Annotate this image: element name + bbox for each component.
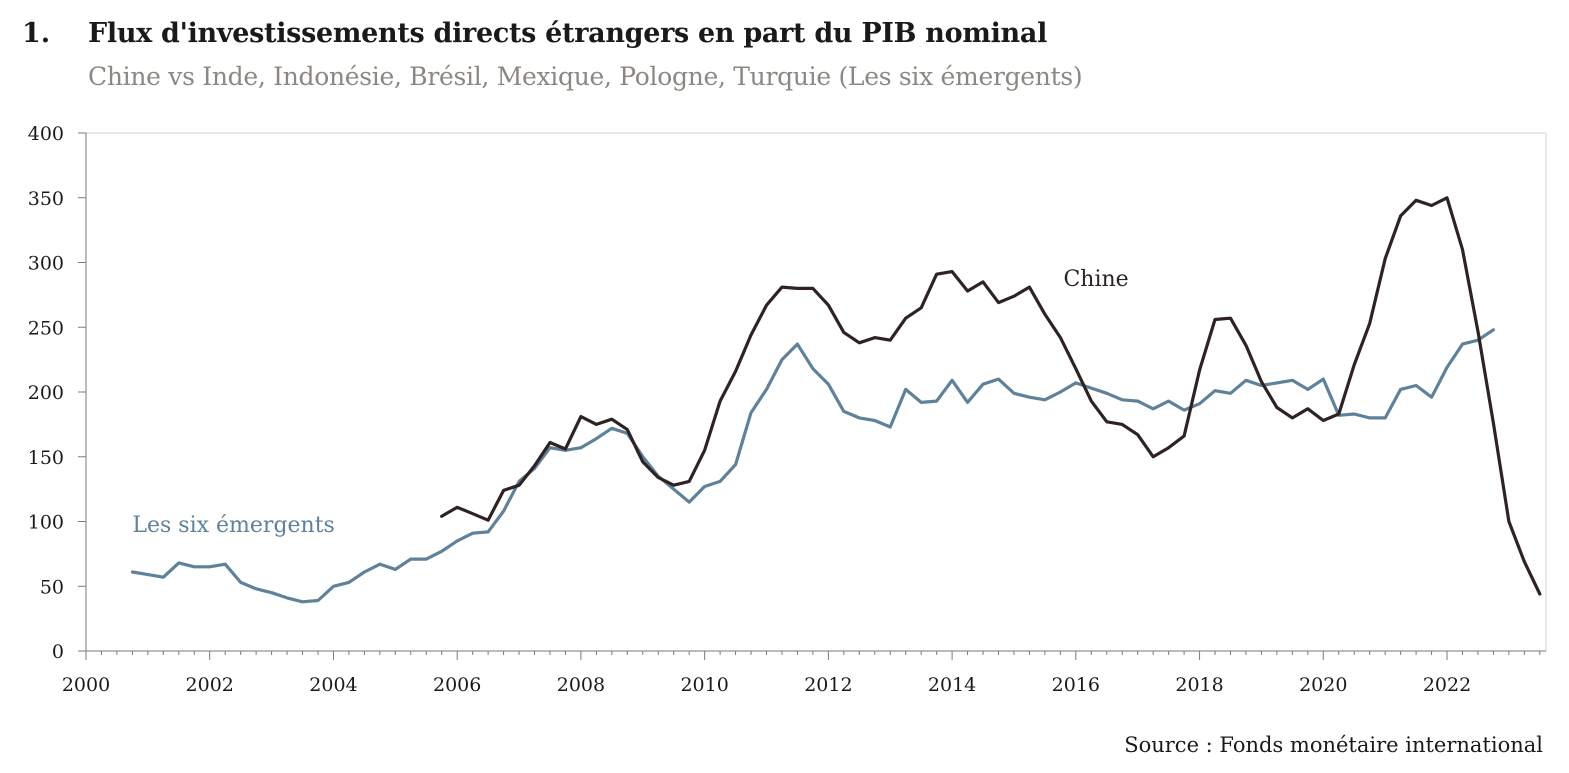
chart-subtitle: Chine vs Inde, Indonésie, Brésil, Mexiqu… (88, 62, 1083, 91)
y-tick-label: 0 (52, 641, 64, 663)
y-tick-label: 250 (28, 317, 64, 339)
x-axis: 2000 2002 2004 2006 2008 2010 2012 2014 2016 2018… (62, 650, 1546, 696)
series-lines (130, 196, 1542, 604)
chart-title: Flux d'investissements directs étrangers… (88, 18, 1048, 49)
y-tick-label: 350 (28, 188, 64, 210)
y-tick-label: 100 (28, 512, 64, 534)
y-tick-label: 400 (28, 123, 64, 145)
series-labels: Chine Les six émergents (132, 267, 1128, 538)
x-tick-label: 2008 (557, 674, 605, 696)
x-tick-label: 2022 (1423, 674, 1471, 696)
y-tick-label: 200 (28, 382, 64, 404)
y-tick-label: 300 (28, 253, 64, 275)
x-tick-label: 2016 (1052, 674, 1100, 696)
x-tick-label: 2006 (433, 674, 481, 696)
label-six-emergents: Les six émergents (132, 513, 334, 538)
x-tick-label: 2002 (186, 674, 234, 696)
y-tick-label: 50 (40, 576, 64, 598)
y-axis: 0 50 100 150 200 250 300 350 400 (28, 123, 87, 663)
y-tick-label: 150 (28, 447, 64, 469)
series-line-six-emergents (130, 328, 1496, 604)
plot-frame (85, 132, 1547, 652)
source-note: Source : Fonds monétaire international (1124, 733, 1543, 757)
x-tick-label: 2012 (804, 674, 852, 696)
x-tick-label: 2000 (62, 674, 110, 696)
label-chine: Chine (1063, 267, 1128, 292)
x-tick-label: 2004 (309, 674, 357, 696)
x-tick-label: 2018 (1175, 674, 1223, 696)
x-tick-label: 2020 (1299, 674, 1347, 696)
x-tick-label: 2010 (680, 674, 728, 696)
series-line-chine (440, 196, 1542, 596)
chart-number: 1. (22, 18, 51, 49)
x-tick-label: 2014 (928, 674, 976, 696)
